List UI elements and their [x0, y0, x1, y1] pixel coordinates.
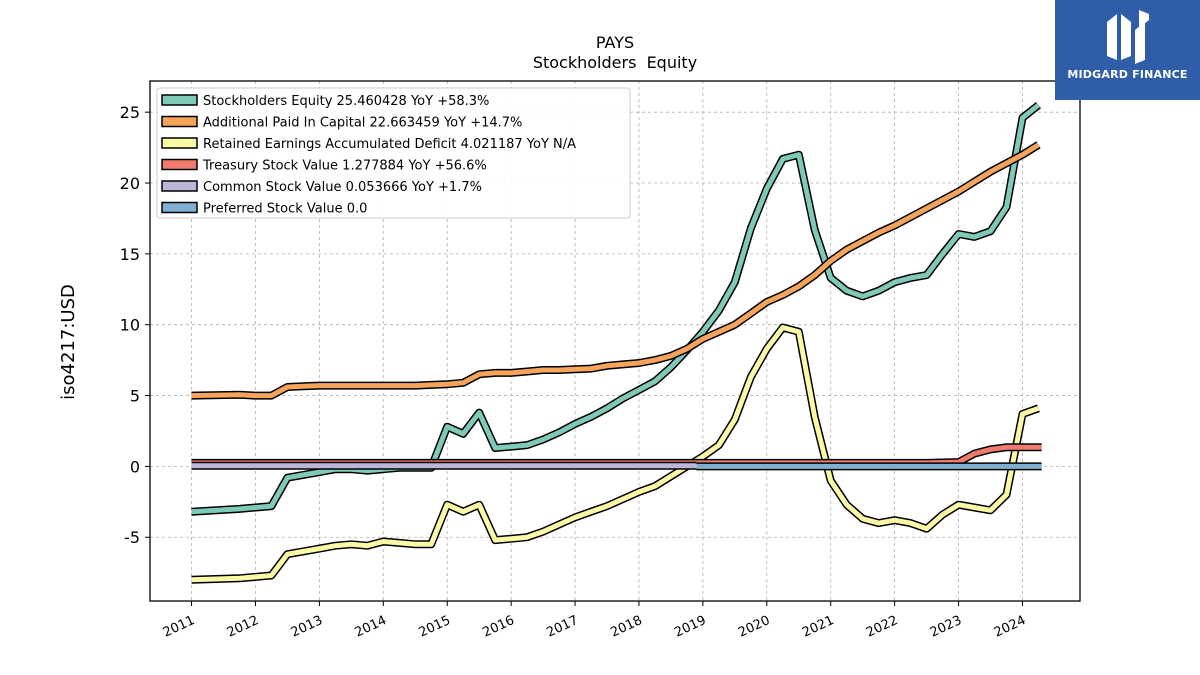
x-tick-label: 2014 — [353, 613, 389, 641]
plot-frame — [149, 80, 1081, 602]
x-tick-label: 2024 — [992, 613, 1028, 641]
series-layer — [191, 101, 1042, 584]
x-tick-label: 2017 — [544, 613, 580, 641]
legend-label: Additional Paid In Capital 22.663459 YoY… — [203, 116, 522, 131]
legend-swatch — [161, 201, 198, 214]
legend-swatch — [161, 180, 198, 192]
x-axis-ticks: 2011 2012 2013 2014 2015 2016 2017 2018 2019 2020… — [161, 601, 1028, 641]
x-tick-label: 2011 — [161, 613, 197, 641]
series-line — [191, 103, 1041, 515]
x-tick-label: 2012 — [225, 613, 261, 641]
y-axis-label: iso4217:USD — [58, 284, 79, 400]
legend-label: Stockholders Equity 25.460428 YoY +58.3% — [203, 94, 489, 109]
x-tick-label: 2013 — [289, 613, 325, 641]
grid — [150, 81, 1080, 601]
y-tick-label: 15 — [120, 245, 140, 264]
legend-swatch — [161, 115, 198, 128]
chart-title: PAYS — [596, 33, 634, 52]
y-tick-label: 5 — [130, 387, 140, 406]
legend-swatch — [161, 158, 198, 171]
x-tick-label: 2022 — [864, 613, 900, 641]
brand-logo: MIDGARD FINANCE — [1055, 0, 1200, 100]
y-axis-ticks: -5 0 5 10 15 20 25 — [120, 103, 150, 547]
series-stockholders-equity — [191, 101, 1041, 516]
legend-label: Common Stock Value 0.053666 YoY +1.7% — [203, 180, 482, 195]
x-tick-label: 2021 — [800, 613, 836, 641]
x-tick-label: 2020 — [736, 613, 772, 641]
brand-name: MIDGARD FINANCE — [1067, 68, 1188, 81]
x-tick-label: 2018 — [608, 613, 644, 641]
legend-label: Preferred Stock Value 0.0 — [203, 202, 367, 217]
x-tick-label: 2015 — [417, 613, 453, 641]
y-tick-label: 10 — [120, 316, 140, 335]
legend-box — [156, 87, 631, 219]
legend-swatch — [161, 137, 198, 149]
legend: Stockholders Equity 25.460428 YoY +58.3%… — [156, 87, 631, 219]
series-line — [191, 142, 1040, 399]
series-line — [191, 325, 1040, 583]
x-tick-label: 2019 — [672, 613, 708, 641]
series-retained-earnings-accumulated-deficit — [191, 323, 1040, 584]
y-tick-label: 0 — [130, 457, 140, 476]
y-tick-label: -5 — [124, 528, 140, 547]
midgard-logo-icon — [1107, 10, 1149, 64]
x-tick-label: 2023 — [928, 613, 964, 641]
y-tick-label: 25 — [120, 103, 140, 122]
chart-subtitle: Stockholders Equity — [533, 53, 697, 72]
x-tick-label: 2016 — [480, 613, 516, 641]
y-tick-label: 20 — [120, 174, 140, 193]
series-additional-paid-in-capital — [191, 141, 1041, 400]
legend-label: Treasury Stock Value 1.277884 YoY +56.6% — [202, 159, 487, 174]
legend-swatch — [161, 94, 198, 106]
legend-label: Retained Earnings Accumulated Deficit 4.… — [203, 137, 576, 152]
